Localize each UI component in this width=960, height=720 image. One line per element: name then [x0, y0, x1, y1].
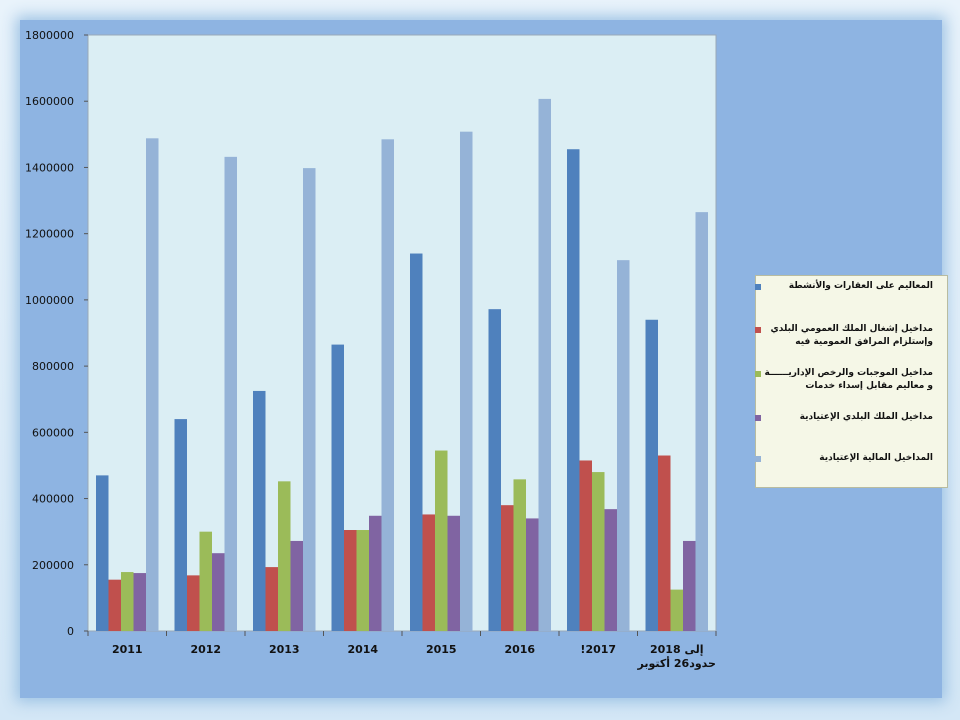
bar	[199, 531, 212, 631]
y-tick-label: 1400000	[25, 161, 74, 174]
bar	[695, 212, 708, 631]
x-tick-label: 2013	[269, 643, 300, 656]
x-tick-label: 2014	[347, 643, 378, 656]
legend-label: المداخيل المالية الإعتيادية	[819, 453, 933, 463]
x-tick-label: 2018 إلى	[650, 643, 703, 656]
legend-label: مداخيل الملك البلدي الإعتيادية	[799, 412, 933, 422]
legend-swatch	[755, 415, 761, 421]
bar	[146, 138, 159, 631]
y-tick-label: 1200000	[25, 228, 74, 241]
bar	[501, 505, 514, 631]
bar	[356, 530, 369, 631]
legend-label: المعاليم على العقارات والأنشطة	[788, 281, 933, 291]
bar	[410, 253, 423, 631]
legend-swatch	[755, 456, 761, 462]
x-tick-label: 2011	[112, 643, 143, 656]
bar	[344, 530, 357, 631]
bar	[369, 515, 382, 631]
legend-swatch	[755, 284, 761, 290]
bar	[683, 540, 696, 631]
x-tick-label: 2015	[426, 643, 457, 656]
bar	[212, 553, 225, 631]
y-tick-label: 1000000	[25, 294, 74, 307]
bar	[658, 455, 671, 631]
bar	[645, 319, 658, 631]
bar	[579, 460, 592, 631]
y-tick-label: 200000	[32, 559, 74, 572]
bar	[513, 479, 526, 631]
x-tick-label: 2012	[190, 643, 221, 656]
bar	[96, 475, 109, 631]
x-tick-label: 2016	[504, 643, 535, 656]
bar	[174, 419, 187, 631]
chart-frame: 0 200000 400000 600000 800000 1000000 1200000 1…	[20, 20, 948, 698]
bars	[96, 98, 708, 632]
bar	[460, 131, 473, 631]
bar	[121, 572, 134, 631]
y-tick-label: 600000	[32, 426, 74, 439]
legend-label: مداخيل إشغال الملك العمومي البلدي وإستلز…	[770, 324, 934, 347]
y-tick-label: 800000	[32, 360, 74, 373]
bar	[303, 168, 316, 632]
y-tick-label: 0	[67, 625, 74, 638]
chart-svg: 0 200000 400000 600000 800000 1000000 1200000 1…	[25, 29, 717, 670]
bar	[331, 344, 344, 631]
y-tick-label: 1800000	[25, 29, 74, 42]
bar	[447, 515, 460, 631]
legend-swatch	[755, 371, 761, 377]
y-tick-label: 1600000	[25, 95, 74, 108]
bar	[435, 450, 448, 631]
y-tick-label: 400000	[32, 493, 74, 506]
y-axis: 0 200000 400000 600000 800000 1000000 1200000 1…	[25, 29, 88, 638]
bar	[538, 98, 551, 631]
legend-label: مداخيل الموجبات والرخص الإداريــــــة و …	[764, 368, 933, 391]
bar	[290, 540, 303, 631]
bar	[253, 390, 266, 631]
bar	[422, 514, 435, 631]
x-axis: 2011 2012 2013 2014 2015 2016 !2017 2018 إلىحدو…	[87, 631, 717, 670]
bar	[108, 579, 121, 631]
bar	[187, 575, 200, 631]
x-tick-label: !2017	[580, 643, 616, 656]
bar	[265, 567, 278, 631]
legend: المعاليم على العقارات والأنشطة مداخيل إش…	[755, 275, 948, 488]
bar	[488, 309, 501, 631]
bar	[526, 518, 539, 631]
bar	[278, 481, 291, 631]
bar	[604, 509, 617, 631]
x-tick-label: حدود26 أكتوبر	[637, 656, 716, 670]
legend-swatch	[755, 327, 761, 333]
bar	[592, 472, 605, 631]
bar	[133, 573, 146, 631]
bar	[567, 149, 580, 632]
bar	[224, 156, 237, 631]
bar	[617, 260, 630, 631]
bar	[381, 139, 394, 632]
bar	[670, 589, 683, 631]
